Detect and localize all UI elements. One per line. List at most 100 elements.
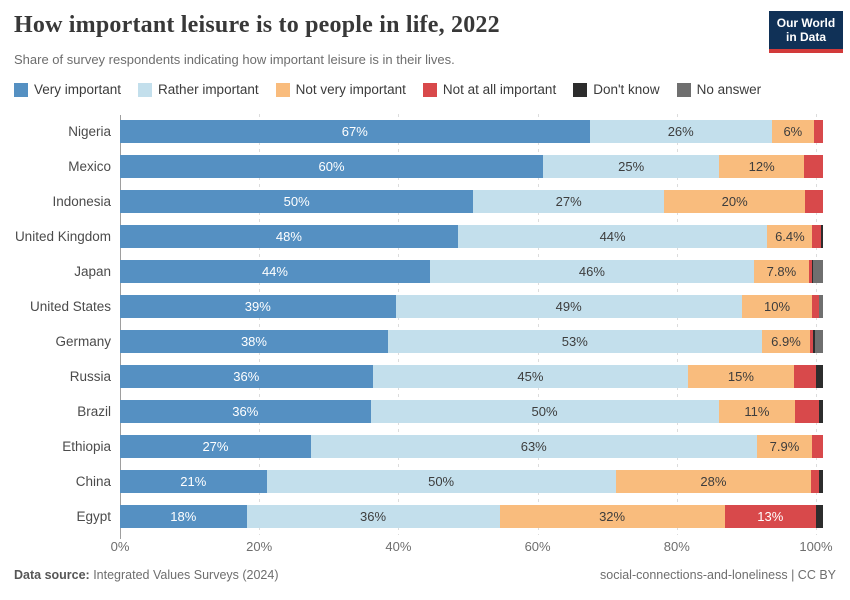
segment-not-very-important-mexico[interactable]: 12% xyxy=(719,155,804,178)
segment-rather-important-mexico[interactable]: 25% xyxy=(543,155,720,178)
segment-don-t-know-germany[interactable] xyxy=(813,330,815,353)
bar-ethiopia: 27% 63% 7.9% xyxy=(120,435,823,458)
legend-item-rather-important[interactable]: Rather important xyxy=(138,82,259,97)
segment-not-at-all-important-brazil[interactable] xyxy=(795,400,819,423)
bar-nigeria: 67% 26% 6% xyxy=(120,120,823,143)
segment-value-label: 36% xyxy=(232,404,259,419)
owid-logo[interactable]: Our World in Data xyxy=(769,11,843,53)
segment-rather-important-brazil[interactable]: 50% xyxy=(370,400,719,423)
segment-not-very-important-china[interactable]: 28% xyxy=(615,470,812,493)
segment-very-important-russia[interactable]: 36% xyxy=(120,365,373,388)
bar-egypt: 18% 36% 32% 13% xyxy=(120,505,823,528)
segment-value-label: 36% xyxy=(233,369,260,384)
segment-very-important-united-kingdom[interactable]: 48% xyxy=(120,225,458,248)
owid-logo-line2: in Data xyxy=(785,30,826,44)
legend-swatch-icon xyxy=(676,82,691,97)
chart-row-china: China 21% 50% 28% xyxy=(0,464,850,499)
bar-united-kingdom: 48% 44% 6.4% xyxy=(120,225,823,248)
segment-value-label: 45% xyxy=(517,369,544,384)
segment-very-important-nigeria[interactable]: 67% xyxy=(120,120,590,143)
country-label-brazil: Brazil xyxy=(77,404,111,419)
segment-very-important-egypt[interactable]: 18% xyxy=(120,505,247,528)
segment-value-label: 39% xyxy=(244,299,271,314)
segment-value-label: 50% xyxy=(531,404,558,419)
license-link[interactable]: social-connections-and-loneliness | CC B… xyxy=(600,568,836,582)
legend-label: Very important xyxy=(34,82,122,97)
segment-not-at-all-important-united-kingdom[interactable] xyxy=(812,225,821,248)
segment-value-label: 12% xyxy=(748,159,775,174)
country-label-nigeria: Nigeria xyxy=(68,124,111,139)
legend-item-very-important[interactable]: Very important xyxy=(14,82,121,97)
segment-rather-important-egypt[interactable]: 36% xyxy=(246,505,500,528)
segment-not-at-all-important-indonesia[interactable] xyxy=(805,190,823,213)
x-tick-label-100: 100% xyxy=(799,539,833,554)
segment-rather-important-ethiopia[interactable]: 63% xyxy=(310,435,757,458)
legend-label: Rather important xyxy=(158,82,259,97)
segment-very-important-united-states[interactable]: 39% xyxy=(120,295,396,318)
segment-not-at-all-important-ethiopia[interactable] xyxy=(812,435,823,458)
segment-not-at-all-important-russia[interactable] xyxy=(793,365,816,388)
segment-rather-important-japan[interactable]: 46% xyxy=(429,260,754,283)
segment-not-at-all-important-germany[interactable] xyxy=(810,330,814,353)
segment-rather-important-china[interactable]: 50% xyxy=(266,470,616,493)
segment-no-answer-united-states[interactable] xyxy=(818,295,823,318)
segment-very-important-brazil[interactable]: 36% xyxy=(120,400,371,423)
legend-item-don-t-know[interactable]: Don't know xyxy=(573,82,660,97)
segment-not-very-important-united-kingdom[interactable]: 6.4% xyxy=(767,225,813,248)
segment-not-at-all-important-mexico[interactable] xyxy=(803,155,823,178)
segment-rather-important-united-kingdom[interactable]: 44% xyxy=(457,225,768,248)
country-label-united-kingdom: United Kingdom xyxy=(14,229,111,244)
segment-not-at-all-important-japan[interactable] xyxy=(808,260,812,283)
segment-rather-important-indonesia[interactable]: 27% xyxy=(473,190,665,213)
legend-item-no-answer[interactable]: No answer xyxy=(676,82,761,97)
segment-not-very-important-united-states[interactable]: 10% xyxy=(741,295,813,318)
segment-value-label: 48% xyxy=(275,229,302,244)
country-label-japan: Japan xyxy=(74,264,111,279)
segment-not-at-all-important-united-states[interactable] xyxy=(812,295,819,318)
chart-subtitle: Share of survey respondents indicating h… xyxy=(14,52,455,67)
segment-don-t-know-brazil[interactable] xyxy=(818,400,823,423)
segment-don-t-know-united-kingdom[interactable] xyxy=(820,225,823,248)
segment-no-answer-japan[interactable] xyxy=(813,260,823,283)
segment-not-very-important-indonesia[interactable]: 20% xyxy=(664,190,806,213)
x-tick-label-80: 80% xyxy=(663,539,690,554)
country-label-germany: Germany xyxy=(55,334,111,349)
segment-very-important-mexico[interactable]: 60% xyxy=(120,155,544,178)
segment-rather-important-united-states[interactable]: 49% xyxy=(395,295,742,318)
segment-value-label: 27% xyxy=(555,194,582,209)
segment-not-at-all-important-egypt[interactable]: 13% xyxy=(724,505,816,528)
segment-not-very-important-ethiopia[interactable]: 7.9% xyxy=(756,435,813,458)
chart-row-indonesia: Indonesia 50% 27% 20% xyxy=(0,184,850,219)
segment-not-very-important-brazil[interactable]: 11% xyxy=(718,400,796,423)
segment-very-important-germany[interactable]: 38% xyxy=(120,330,388,353)
segment-not-very-important-nigeria[interactable]: 6% xyxy=(771,120,814,143)
legend-item-not-at-all-important[interactable]: Not at all important xyxy=(422,82,556,97)
bar-indonesia: 50% 27% 20% xyxy=(120,190,823,213)
segment-very-important-indonesia[interactable]: 50% xyxy=(120,190,474,213)
segment-no-answer-germany[interactable] xyxy=(814,330,823,353)
bar-united-states: 39% 49% 10% xyxy=(120,295,823,318)
segment-don-t-know-egypt[interactable] xyxy=(815,505,823,528)
segment-not-very-important-egypt[interactable]: 32% xyxy=(499,505,725,528)
segment-not-at-all-important-china[interactable] xyxy=(811,470,820,493)
segment-value-label: 20% xyxy=(721,194,748,209)
legend-item-not-very-important[interactable]: Not very important xyxy=(275,82,406,97)
segment-don-t-know-china[interactable] xyxy=(819,470,823,493)
segment-rather-important-nigeria[interactable]: 26% xyxy=(589,120,772,143)
segment-not-very-important-russia[interactable]: 15% xyxy=(688,365,794,388)
segment-rather-important-russia[interactable]: 45% xyxy=(372,365,689,388)
segment-rather-important-germany[interactable]: 53% xyxy=(387,330,762,353)
segment-value-label: 18% xyxy=(170,509,197,524)
segment-value-label: 6.4% xyxy=(775,229,805,244)
segment-not-very-important-germany[interactable]: 6.9% xyxy=(761,330,811,353)
segment-very-important-china[interactable]: 21% xyxy=(120,470,267,493)
segment-very-important-japan[interactable]: 44% xyxy=(120,260,430,283)
segment-don-t-know-russia[interactable] xyxy=(815,365,823,388)
segment-don-t-know-japan[interactable] xyxy=(811,260,814,283)
segment-not-very-important-japan[interactable]: 7.8% xyxy=(753,260,809,283)
segment-value-label: 27% xyxy=(202,439,229,454)
segment-very-important-ethiopia[interactable]: 27% xyxy=(120,435,311,458)
x-tick-label-20: 20% xyxy=(246,539,273,554)
segment-value-label: 38% xyxy=(240,334,267,349)
segment-not-at-all-important-nigeria[interactable] xyxy=(813,120,823,143)
